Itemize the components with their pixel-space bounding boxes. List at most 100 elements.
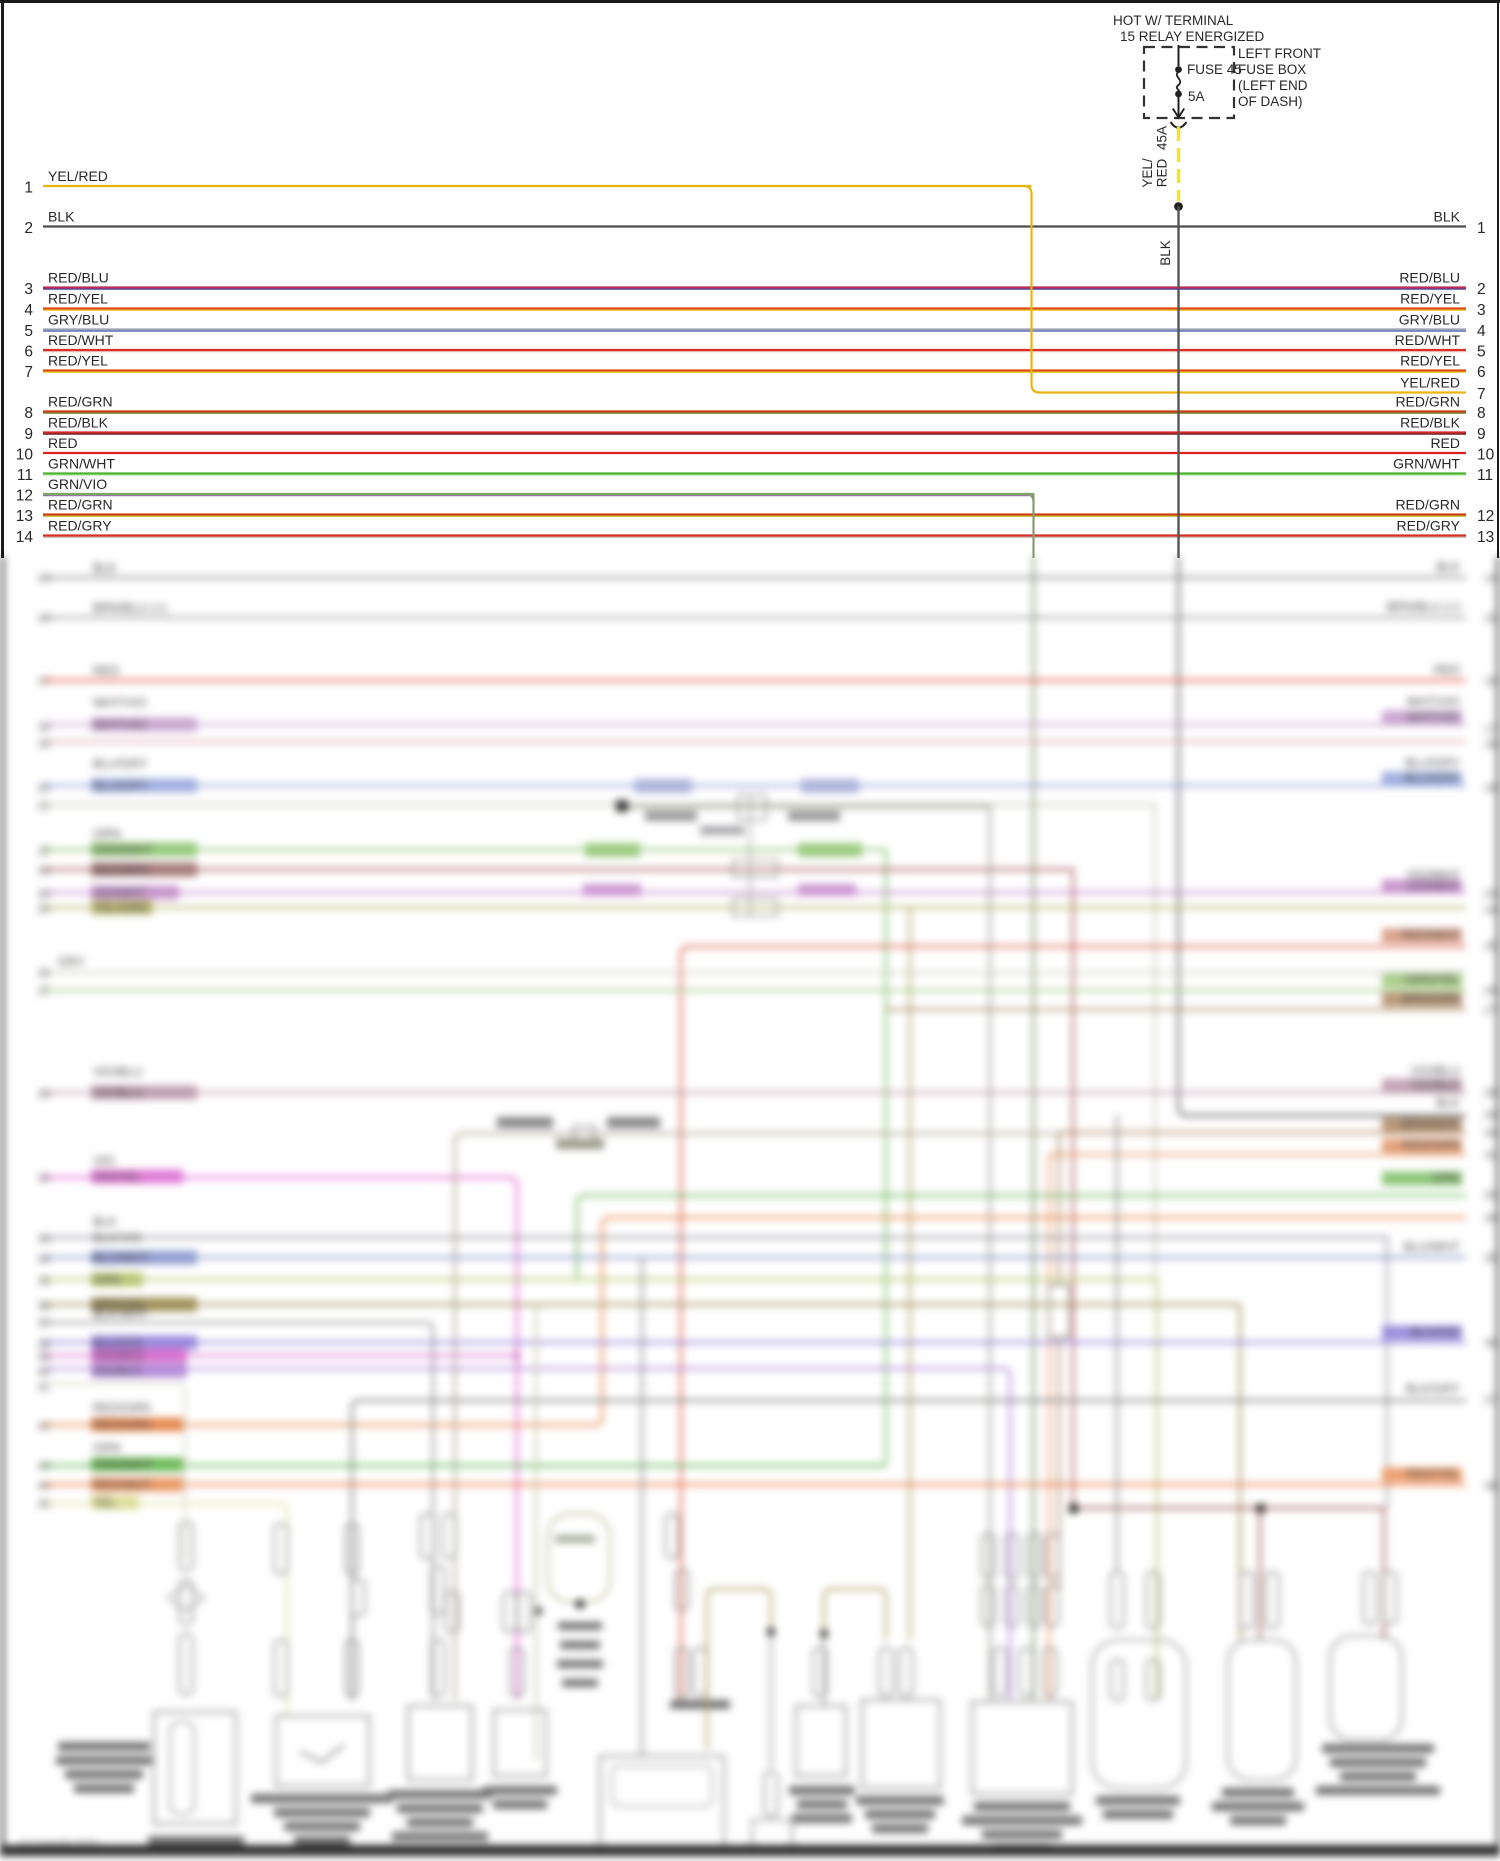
svg-text:YEL/RED: YEL/RED — [1400, 375, 1460, 391]
svg-text:RED/GRN: RED/GRN — [1395, 497, 1460, 513]
svg-text:VIO/BLU: VIO/BLU — [93, 1065, 142, 1079]
svg-text:BLU/GRY: BLU/GRY — [1405, 756, 1460, 770]
svg-text:OF DASH): OF DASH) — [1238, 94, 1303, 109]
svg-text:19: 19 — [1484, 783, 1497, 795]
svg-text:BLU/GRY: BLU/GRY — [93, 779, 148, 793]
svg-text:17: 17 — [37, 676, 50, 688]
svg-text:BLK: BLK — [1436, 560, 1460, 574]
svg-text:26: 26 — [1484, 986, 1497, 998]
svg-text:GRY/BLU: GRY/BLU — [48, 312, 109, 328]
svg-text:RED/BRN: RED/BRN — [93, 863, 149, 877]
svg-text:BLK: BLK — [1434, 209, 1461, 225]
svg-text:RED/GRN: RED/GRN — [1395, 394, 1460, 410]
svg-text:30: 30 — [1484, 1128, 1497, 1140]
svg-text:4: 4 — [24, 302, 33, 319]
svg-text:26: 26 — [37, 968, 50, 980]
svg-text:11: 11 — [1477, 467, 1493, 484]
svg-text:15 RELAY ENERGIZED: 15 RELAY ENERGIZED — [1120, 29, 1265, 44]
svg-text:35: 35 — [1484, 1253, 1497, 1265]
svg-text:11: 11 — [17, 467, 33, 484]
svg-text:RED/GRN: RED/GRN — [93, 1418, 151, 1432]
svg-text:BLU/VIO: BLU/VIO — [1411, 1325, 1461, 1339]
svg-text:8: 8 — [24, 405, 33, 422]
svg-text:RED/WHT: RED/WHT — [93, 1478, 152, 1492]
svg-text:BLU/WHT: BLU/WHT — [93, 1251, 150, 1265]
svg-text:GRY: GRY — [58, 955, 86, 969]
svg-text:17: 17 — [1484, 724, 1497, 736]
svg-text:WHT/VIO: WHT/VIO — [1407, 695, 1461, 709]
svg-text:44: 44 — [37, 1481, 50, 1493]
svg-text:RED/BLU: RED/BLU — [48, 270, 109, 286]
svg-text:GRN/WHT: GRN/WHT — [93, 1458, 153, 1472]
svg-text:38: 38 — [1484, 1481, 1497, 1493]
svg-text:GRN: GRN — [93, 1441, 121, 1455]
svg-text:GRN: GRN — [93, 1273, 121, 1287]
svg-text:RED: RED — [1434, 663, 1460, 677]
svg-text:WHT/VIO: WHT/VIO — [93, 718, 147, 732]
svg-text:WHT/VIO: WHT/VIO — [93, 696, 147, 710]
svg-text:RED: RED — [93, 664, 119, 678]
svg-text:HOT W/ TERMINAL: HOT W/ TERMINAL — [1113, 13, 1234, 28]
svg-text:VIO/BLK: VIO/BLK — [93, 1364, 142, 1378]
svg-text:WHT/VIO: WHT/VIO — [1407, 710, 1461, 724]
svg-text:GRN/WHT: GRN/WHT — [1393, 456, 1460, 472]
svg-text:© Copyright 2010: © Copyright 2010 — [20, 1838, 98, 1849]
svg-text:FUSE 45: FUSE 45 — [1187, 62, 1242, 77]
svg-text:VIO/BLU: VIO/BLU — [1411, 1064, 1460, 1078]
svg-text:36: 36 — [1484, 1338, 1497, 1350]
svg-text:38: 38 — [37, 1339, 50, 1351]
svg-text:19: 19 — [37, 739, 50, 751]
svg-text:37: 37 — [37, 1318, 50, 1330]
svg-text:RED/YEL: RED/YEL — [1407, 1467, 1461, 1481]
svg-text:VIO/YEL: VIO/YEL — [93, 1170, 142, 1184]
svg-text:25: 25 — [37, 904, 50, 916]
svg-text:1: 1 — [1477, 220, 1486, 237]
svg-text:39: 39 — [37, 1352, 50, 1364]
svg-text:23: 23 — [37, 866, 50, 878]
svg-text:2: 2 — [24, 220, 33, 237]
svg-text:RED/YEL: RED/YEL — [48, 291, 108, 307]
svg-text:LEFT FRONT: LEFT FRONT — [1238, 46, 1321, 61]
svg-text:GRN/WHT: GRN/WHT — [93, 843, 153, 857]
svg-text:YEL/GRN: YEL/GRN — [93, 901, 148, 915]
svg-text:BLK/WHT: BLK/WHT — [93, 1307, 149, 1321]
svg-text:RED/BLK: RED/BLK — [1400, 415, 1461, 431]
svg-text:31: 31 — [1484, 1150, 1497, 1162]
svg-text:18: 18 — [1484, 739, 1497, 751]
svg-text:YEL/RED: YEL/RED — [48, 168, 108, 184]
svg-text:YEL/: YEL/ — [1140, 158, 1155, 188]
svg-text:BLK: BLK — [1436, 1096, 1460, 1110]
svg-text:BLU/WHT: BLU/WHT — [1404, 1240, 1461, 1254]
svg-text:5A: 5A — [1188, 89, 1205, 104]
svg-text:GRN: GRN — [1432, 1171, 1460, 1185]
svg-text:RED: RED — [1155, 159, 1170, 188]
svg-text:RED: RED — [48, 435, 78, 451]
svg-text:GRY/BLU: GRY/BLU — [1399, 312, 1460, 328]
svg-text:RED/GRY: RED/GRY — [48, 518, 112, 534]
svg-text:2: 2 — [1477, 281, 1486, 298]
svg-text:16: 16 — [37, 613, 50, 625]
svg-text:7: 7 — [24, 364, 33, 381]
svg-text:BLK: BLK — [48, 209, 75, 225]
svg-text:RED/GRN: RED/GRN — [48, 497, 113, 513]
svg-text:10: 10 — [1477, 447, 1495, 464]
svg-text:BRN/YEL: BRN/YEL — [93, 1298, 147, 1312]
svg-text:6: 6 — [1477, 364, 1486, 381]
svg-text:VIO/RED: VIO/RED — [93, 1349, 144, 1363]
svg-text:27: 27 — [1484, 1005, 1497, 1017]
svg-text:BRN/WHT: BRN/WHT — [1402, 1117, 1461, 1131]
svg-text:10: 10 — [16, 447, 34, 464]
svg-text:GRN/WHT: GRN/WHT — [48, 456, 115, 472]
svg-text:21: 21 — [37, 801, 50, 813]
svg-text:FUSE BOX: FUSE BOX — [1238, 62, 1306, 77]
svg-text:4: 4 — [1477, 323, 1486, 340]
svg-text:RED: RED — [1430, 435, 1460, 451]
svg-text:27: 27 — [37, 986, 50, 998]
svg-text:BRN/GRN: BRN/GRN — [1402, 992, 1460, 1006]
svg-text:34: 34 — [37, 1254, 50, 1266]
svg-text:18: 18 — [37, 722, 50, 734]
svg-text:BLK: BLK — [93, 1215, 117, 1229]
svg-text:13: 13 — [16, 508, 33, 525]
svg-text:3: 3 — [24, 281, 33, 298]
svg-text:VIO: VIO — [93, 1154, 115, 1168]
